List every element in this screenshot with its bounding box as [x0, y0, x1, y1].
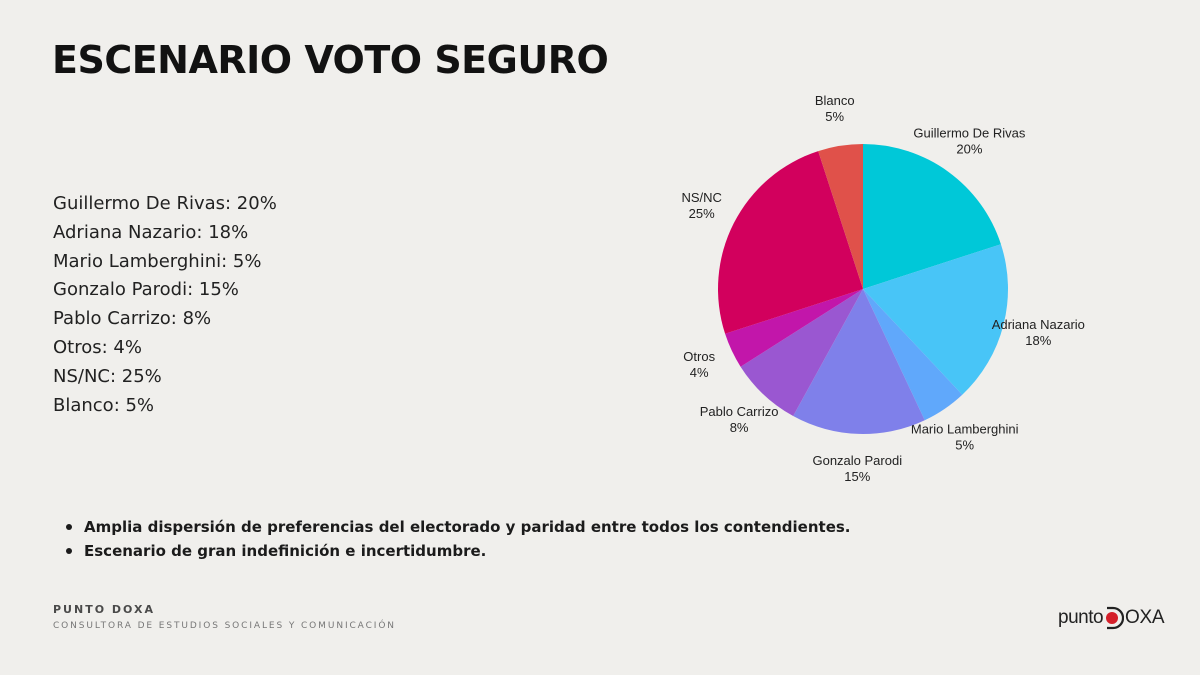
pie-slice-blanco [818, 144, 863, 289]
logo-text-punto: punto [1058, 607, 1104, 628]
logo-text-doxa: OXA [1125, 607, 1165, 628]
pie-slice-gonzalo-parodi [793, 289, 925, 434]
finding-bullet: Amplia dispersión de preferencias del el… [66, 515, 851, 539]
pie-label: Otros 4% [683, 349, 715, 380]
summary-item: Mario Lamberghini: 5% [53, 250, 262, 272]
summary-item: Otros: 4% [53, 336, 142, 358]
summary-item: Blanco: 5% [53, 394, 155, 416]
pie-label: Adriana Nazario 18% [992, 317, 1085, 348]
summary-item: Gonzalo Parodi: 15% [53, 279, 239, 301]
pie-label: Gonzalo Parodi 15% [812, 453, 902, 484]
page-title: ESCENARIO VOTO SEGURO [52, 38, 609, 82]
pie-slice-guillermo-de-rivas [863, 144, 1001, 289]
pie-slice-pablo-carrizo [740, 289, 863, 417]
pie-slice-ns-nc [718, 151, 863, 334]
summary-item: Guillermo De Rivas: 20% [53, 193, 277, 214]
pie-slice-adriana-nazario [863, 244, 1008, 395]
logo-mark-icon [1106, 606, 1125, 630]
summary-item: NS/NC: 25% [53, 365, 162, 387]
punto-doxa-logo: punto OXA [1058, 606, 1165, 630]
finding-bullet: Escenario de gran indefinición e incerti… [66, 539, 851, 563]
results-summary-list: Guillermo De Rivas: 20% Adriana Nazario:… [53, 190, 277, 420]
pie-label: Pablo Carrizo 8% [700, 404, 779, 435]
pie-chart: Guillermo De Rivas 20% Adriana Nazario 18% M… [681, 95, 1085, 484]
summary-item: Adriana Nazario: 18% [53, 221, 249, 243]
pie-label: NS/NC 25% [681, 190, 721, 221]
pie-slice-otros [725, 289, 863, 367]
pie-slice-mario-lamberghini [863, 289, 963, 421]
pie-label: Guillermo De Rivas 20% [913, 126, 1025, 157]
pie-label: Mario Lamberghini 5% [911, 422, 1019, 453]
pie-label: Blanco 5% [815, 95, 855, 124]
footer-subtitle: CONSULTORA DE ESTUDIOS SOCIALES Y COMUNI… [53, 621, 396, 631]
key-findings: Amplia dispersión de preferencias del el… [66, 515, 851, 563]
summary-item: Pablo Carrizo: 8% [53, 308, 212, 330]
footer-brand: PUNTO DOXA [53, 603, 155, 616]
